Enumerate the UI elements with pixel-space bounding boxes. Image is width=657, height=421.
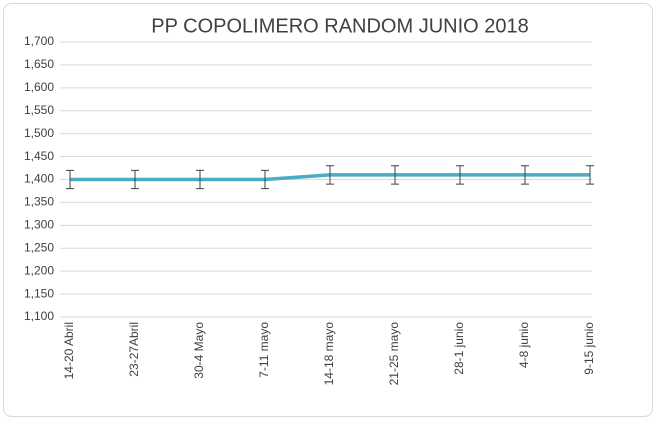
x-tick-label: 14-20 Abril [62, 322, 76, 379]
x-tick-label: 9-15 junio [582, 322, 596, 375]
y-tick-label: 1,250 [24, 240, 54, 254]
y-tick-label: 1,400 [24, 172, 54, 186]
x-tick-label: 30-4 Mayo [192, 322, 206, 379]
error-bar [196, 169, 204, 190]
x-tick-label: 21-25 mayo [387, 322, 401, 386]
error-bar [66, 169, 74, 190]
y-tick-label: 1,600 [24, 80, 54, 94]
error-bar [521, 165, 529, 185]
y-tick-label: 1,700 [24, 34, 54, 48]
y-tick-label: 1,550 [24, 103, 54, 117]
y-tick-label: 1,300 [24, 218, 54, 232]
y-tick-label: 1,450 [24, 149, 54, 163]
error-bar [131, 169, 139, 190]
error-bar [586, 165, 594, 185]
y-tick-label: 1,100 [24, 309, 54, 323]
y-tick-label: 1,350 [24, 195, 54, 209]
x-tick-label: 14-18 mayo [322, 322, 336, 386]
y-tick-label: 1,150 [24, 286, 54, 300]
y-tick-label: 1,500 [24, 126, 54, 140]
error-bar [261, 169, 269, 190]
x-tick-label: 28-1 junio [452, 322, 466, 375]
x-tick-label: 7-11 mayo [257, 322, 271, 378]
y-tick-label: 1,200 [24, 263, 54, 277]
chart-title: PP COPOLIMERO RANDOM JUNIO 2018 [151, 15, 529, 37]
error-bar [326, 165, 334, 185]
y-tick-label: 1,650 [24, 57, 54, 71]
x-tick-label: 4-8 junio [517, 322, 531, 368]
error-bar [456, 165, 464, 185]
x-tick-label: 23-27Abril [127, 322, 141, 377]
chart-border [3, 3, 653, 417]
error-bar [391, 165, 399, 185]
